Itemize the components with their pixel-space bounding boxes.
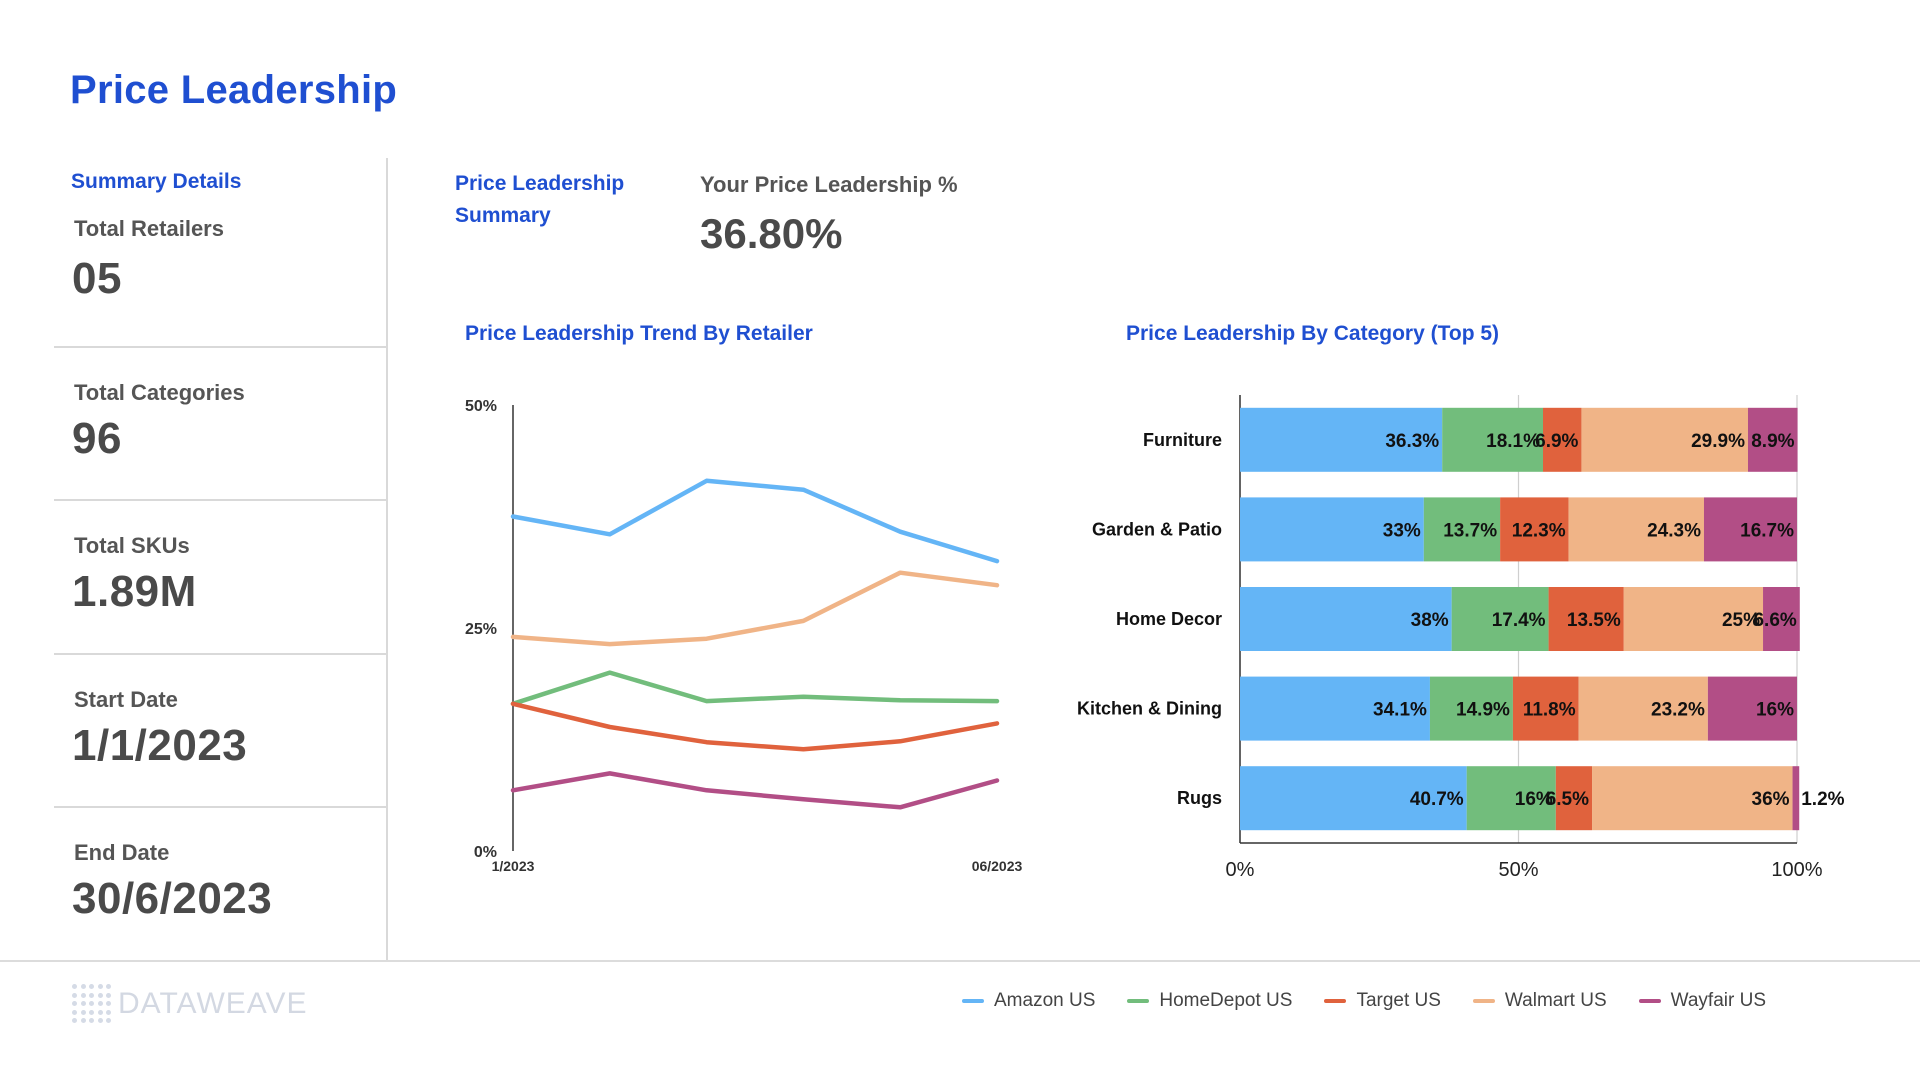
kpi-label: Your Price Leadership % <box>700 172 958 197</box>
legend-swatch-icon <box>1127 999 1150 1003</box>
kpi-heading: Price Leadership Summary <box>455 172 625 227</box>
y-tick-label: 25% <box>465 621 497 638</box>
x-tick-label: 1/2023 <box>492 858 535 874</box>
legend-swatch-icon <box>962 999 984 1003</box>
stat-value: 30/6/2023 <box>72 874 273 923</box>
x-tick-label: 06/2023 <box>972 858 1023 874</box>
stat-total-retailers: Total Retailers 05 <box>54 198 386 351</box>
legend-item: Amazon US <box>962 990 1095 1012</box>
summary-panel: Summary Details Total Retailers 05 Total… <box>54 158 388 960</box>
stat-label: Total Categories <box>74 380 245 405</box>
legend-label: Walmart US <box>1504 990 1607 1011</box>
legend-label: HomeDepot US <box>1159 990 1293 1011</box>
series-line-target-us <box>510 701 1000 752</box>
stat-start-date: Start Date 1/1/2023 <box>54 653 386 808</box>
stat-value: 1.89M <box>72 567 197 616</box>
stat-end-date: End Date 30/6/2023 <box>54 806 386 961</box>
legend-item: HomeDepot US <box>1127 990 1292 1012</box>
legend-swatch-icon <box>1472 999 1495 1003</box>
kpi-value: 36.80% <box>700 210 843 257</box>
legend-label: Target US <box>1356 990 1441 1011</box>
series-line-homedepot-us <box>510 670 1000 707</box>
stat-value: 96 <box>72 414 122 463</box>
page-title: Price Leadership <box>70 68 398 112</box>
stat-value: 05 <box>72 254 122 303</box>
line-chart-title: Price Leadership Trend By Retailer <box>465 322 813 345</box>
legend-label: Wayfair US <box>1670 990 1766 1011</box>
legend-item: Target US <box>1324 990 1441 1012</box>
summary-heading: Summary Details <box>71 170 242 193</box>
stat-label: Total Retailers <box>74 216 224 241</box>
stat-value: 1/1/2023 <box>72 721 248 770</box>
legend-label: Amazon US <box>994 990 1096 1011</box>
y-tick-label: 0% <box>474 844 497 861</box>
stat-label: Total SKUs <box>74 533 190 558</box>
stat-total-skus: Total SKUs 1.89M <box>54 499 386 654</box>
stat-total-categories: Total Categories 96 <box>54 346 386 501</box>
dataweave-logo: DATAWEAVE <box>72 984 308 1024</box>
series-line-amazon-us <box>510 478 1000 564</box>
legend-item: Wayfair US <box>1638 990 1766 1012</box>
legend-swatch-icon <box>1324 999 1347 1003</box>
stat-label: Start Date <box>74 687 178 712</box>
series-line-wayfair-us <box>510 771 1000 810</box>
legend-item: Walmart US <box>1472 990 1607 1012</box>
logo-text: DATAWEAVE <box>118 987 308 1020</box>
logo-mark-icon <box>72 984 112 1024</box>
y-tick-label: 50% <box>465 398 497 415</box>
series-line-walmart-us <box>510 570 1000 647</box>
bar-chart-title: Price Leadership By Category (Top 5) <box>1126 322 1500 345</box>
chart-legend: Amazon US HomeDepot US Target US Walmart US… <box>962 990 1766 1012</box>
footer-divider <box>0 960 1920 962</box>
legend-swatch-icon <box>1638 999 1661 1003</box>
stat-label: End Date <box>74 840 170 865</box>
